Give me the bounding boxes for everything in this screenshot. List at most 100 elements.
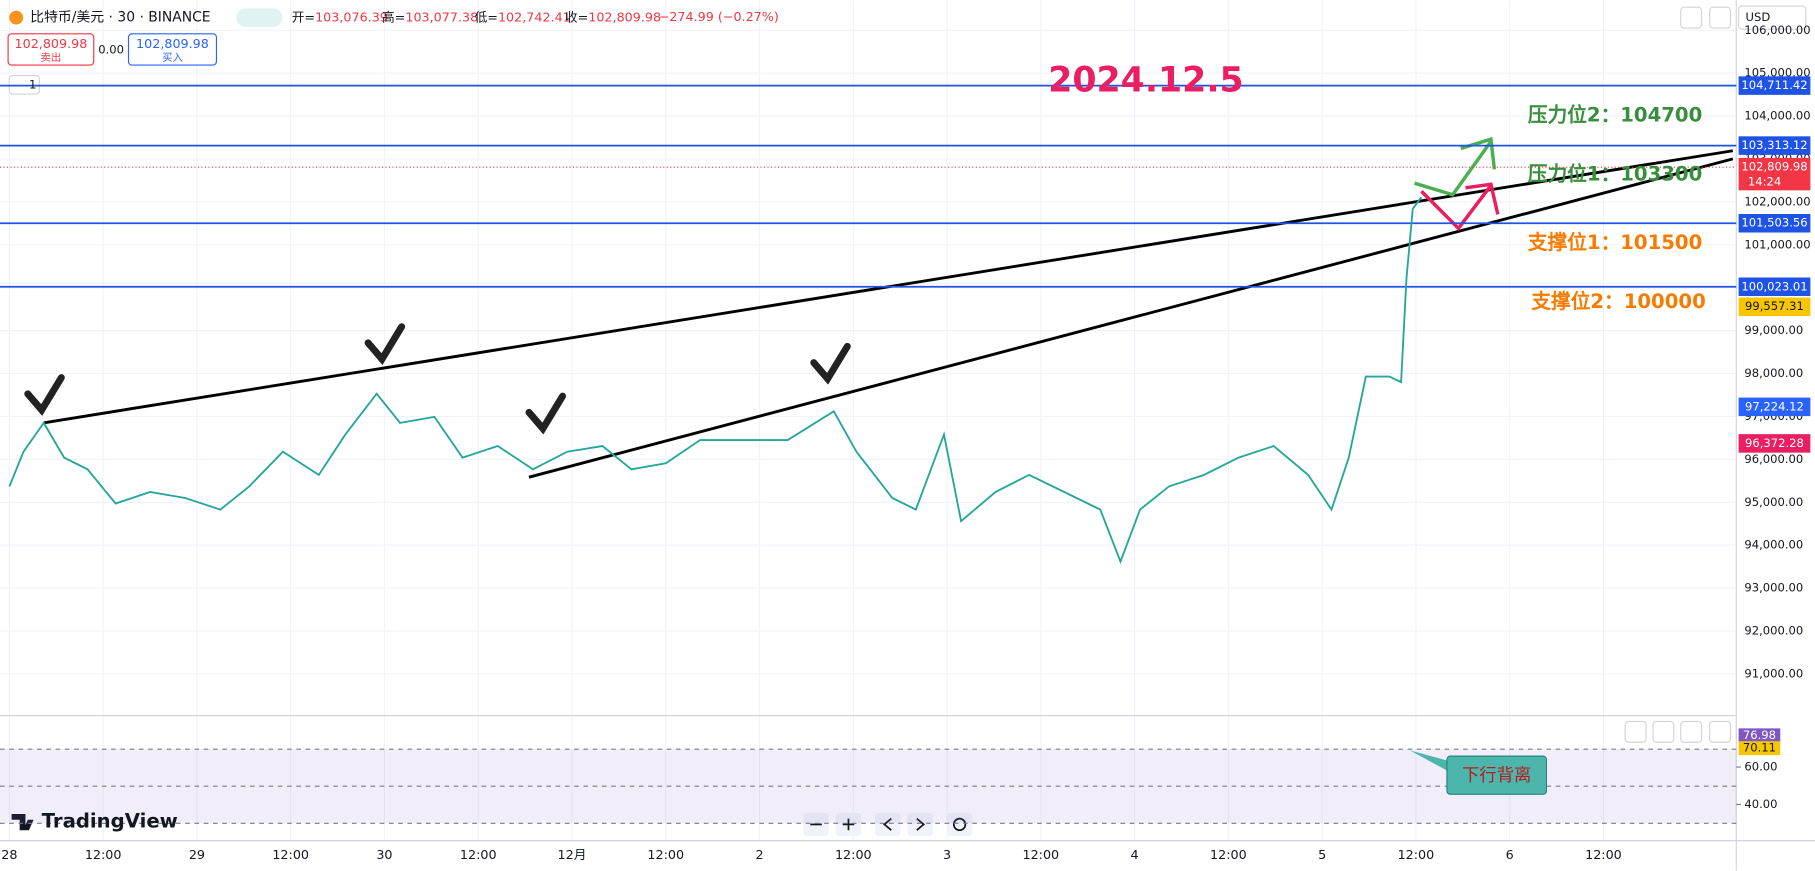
arrow-path — [1413, 140, 1493, 197]
y-tick-label: 105,000.00 — [1744, 66, 1810, 80]
callout-box — [1446, 755, 1548, 795]
ohlc-value: 103,077.38 — [405, 10, 478, 25]
y-tick-label: 96,000.00 — [1744, 452, 1803, 466]
x-tick-label: 12:00 — [1023, 848, 1060, 863]
callout-text: 下行背离 — [1462, 766, 1531, 786]
red-arrow — [1420, 182, 1500, 231]
scroll-right-button[interactable] — [907, 812, 933, 837]
y-tick-label: 106,000.00 — [1744, 23, 1810, 37]
x-tick-label: 29 — [189, 848, 205, 863]
sell-button[interactable] — [7, 33, 95, 66]
check-mark — [364, 323, 406, 366]
x-tick-label: 12:00 — [1585, 848, 1622, 863]
ohlc-item: 高=103,077.38 — [382, 9, 478, 25]
ohlc-item: 收=102,809.98 — [565, 10, 661, 25]
ohlc-value: 102,809.98 — [588, 10, 661, 25]
y-tick-label: 104,000.00 — [1744, 109, 1810, 123]
reset-button[interactable] — [946, 812, 973, 837]
fullscreen-button[interactable] — [1709, 6, 1732, 29]
y-tick-label: 92,000.00 — [1744, 624, 1803, 638]
price-line — [8, 196, 1423, 565]
buy-label: 买入 — [162, 52, 183, 64]
scroll-left-button[interactable] — [875, 812, 901, 837]
x-tick-label: 3 — [943, 848, 951, 863]
y-tick-label: 95,000.00 — [1744, 495, 1803, 509]
rsi-tag-label: 76.98 — [1743, 728, 1776, 742]
sell-label: 卖出 — [41, 51, 62, 64]
ohlc-value: 103,076.39 — [315, 10, 388, 25]
check-mark — [24, 374, 65, 416]
x-tick-label: 2 — [755, 848, 763, 863]
price-tag-label: 97,224.12 — [1745, 399, 1804, 413]
x-tick-label: 30 — [376, 848, 392, 863]
buy-button[interactable] — [127, 33, 218, 66]
ohlc-item: 低=102,742.41 — [475, 10, 571, 25]
y-tick-label: 98,000.00 — [1744, 366, 1803, 380]
current-price-tag — [1738, 157, 1811, 191]
x-tick-label: 28 — [1, 848, 17, 863]
pane-delete-button[interactable] — [1652, 720, 1675, 743]
x-tick-label: 12:00 — [647, 848, 684, 863]
rsi-tick-label: 40.00 — [1744, 797, 1777, 811]
symbol: 比特币/美元 · 30 · BINANCE — [30, 10, 210, 26]
status-badge — [236, 8, 283, 27]
annotation: 支撑位2：100000 — [1530, 290, 1705, 313]
level-tag-label: 100,023.01 — [1741, 279, 1807, 293]
arrow-down-button[interactable] — [1680, 6, 1703, 29]
y-tick-label: 94,000.00 — [1744, 538, 1803, 552]
spread: 0.00 — [98, 43, 124, 57]
annotation: 压力位1：103300 — [1528, 163, 1702, 186]
level-tag-label: 103,313.12 — [1741, 138, 1807, 152]
plus-icon — [842, 818, 855, 831]
price-tag — [1738, 434, 1811, 453]
ohlc-label: 开= — [292, 10, 315, 25]
level-tag — [1738, 76, 1811, 95]
level-tag — [1738, 213, 1811, 233]
price-tag-label: 96,372.28 — [1745, 436, 1804, 450]
x-tick-label: 12:00 — [460, 848, 497, 863]
price-tag — [1738, 297, 1811, 317]
ohlc-label: 收= — [565, 10, 588, 25]
rsi-tag — [1738, 728, 1781, 743]
x-tick-label: 12:00 — [272, 848, 309, 863]
price-tag — [1738, 397, 1811, 417]
y-tick-label: 99,000.00 — [1744, 323, 1803, 337]
x-tick-label: 12月 — [558, 848, 587, 863]
currency-selector[interactable] — [1738, 5, 1807, 30]
trend-line — [528, 157, 1734, 479]
y-tick-label: 93,000.00 — [1744, 581, 1803, 595]
grid — [0, 0, 1737, 841]
reset-icon — [952, 817, 967, 832]
level-tag-label: 101,503.56 — [1741, 216, 1807, 230]
rsi-tag — [1738, 741, 1781, 756]
sell-price: 102,809.98 — [15, 37, 88, 52]
pane-up-button[interactable] — [1624, 720, 1647, 743]
rsi-tick-label: 60.00 — [1744, 760, 1777, 774]
check-mark — [525, 392, 567, 435]
check-marks — [24, 323, 851, 435]
annotation: 支撑位1：101500 — [1527, 231, 1702, 254]
pane-more-button[interactable] — [1709, 720, 1732, 743]
buy-price: 102,809.98 — [136, 37, 209, 52]
ohlc-item: 开=103,076.39 — [292, 10, 388, 25]
arrow-head — [1465, 182, 1500, 215]
price-tag-label: 99,557.31 — [1745, 299, 1804, 313]
x-tick-label: 4 — [1131, 848, 1139, 863]
countdown-label: 14:24 — [1748, 175, 1781, 189]
x-tick-label: 12:00 — [1210, 848, 1247, 863]
current-price-label: 102,809.98 — [1741, 160, 1807, 174]
btc-icon — [9, 10, 24, 25]
y-tick-label: 101,000.00 — [1744, 237, 1810, 251]
currency: USD — [1746, 10, 1771, 24]
pane-collapse-button[interactable] — [1680, 720, 1703, 743]
x-tick-label: 12:00 — [1398, 848, 1435, 863]
x-tick-label: 6 — [1506, 848, 1514, 863]
right-icon — [916, 817, 926, 831]
ohlc-value: 102,742.41 — [498, 10, 571, 25]
left-icon — [882, 817, 892, 831]
level-tag-label: 104,711.42 — [1741, 78, 1807, 92]
indicator-count: 1 — [29, 77, 36, 91]
